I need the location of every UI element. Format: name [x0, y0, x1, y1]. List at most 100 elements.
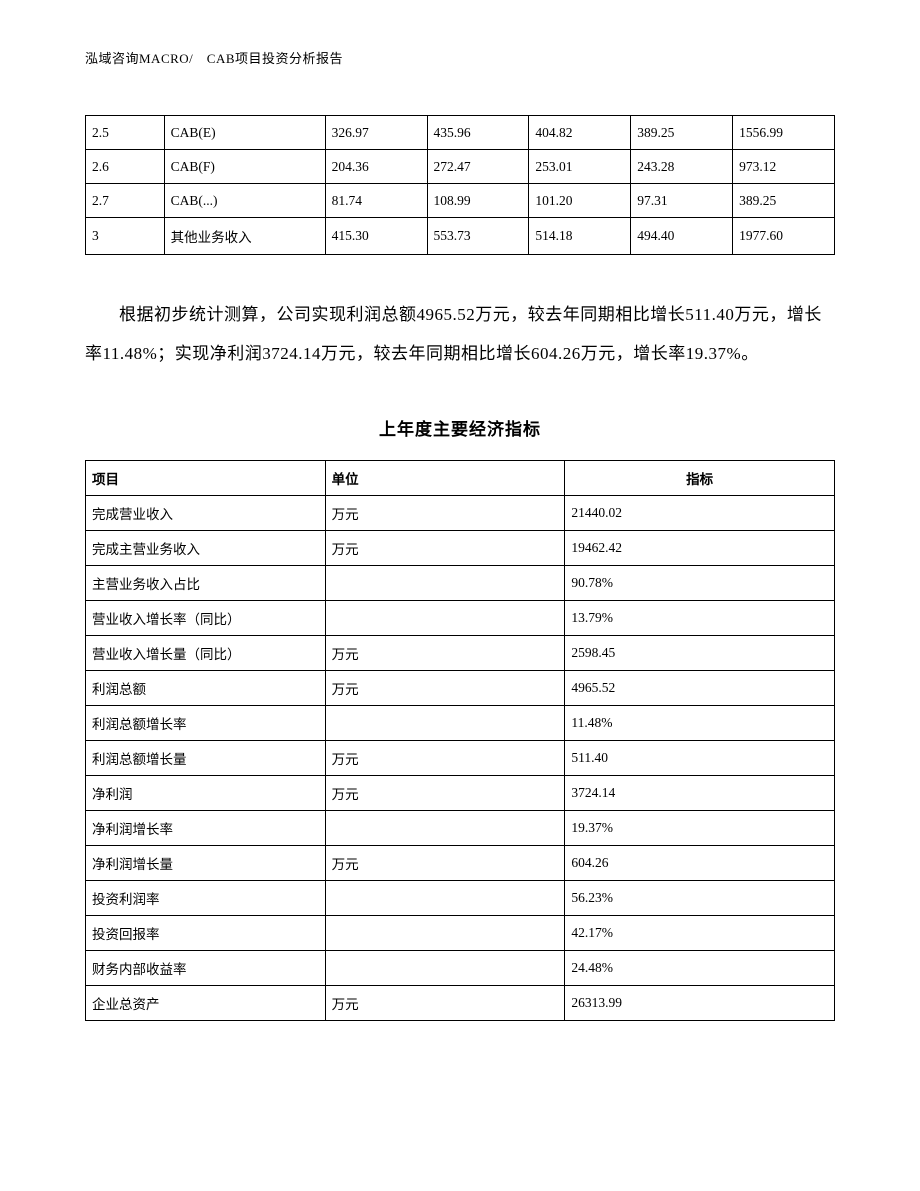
table-cell — [325, 601, 565, 636]
table-cell: 2.5 — [86, 116, 165, 150]
table2-body: 完成营业收入 万元 21440.02 完成主营业务收入 万元 19462.42 … — [86, 496, 835, 1021]
table-row: 利润总额增长量 万元 511.40 — [86, 741, 835, 776]
table-cell: 511.40 — [565, 741, 835, 776]
table-header-cell: 指标 — [565, 461, 835, 496]
table-cell — [325, 811, 565, 846]
table-cell: 财务内部收益率 — [86, 951, 326, 986]
table-cell: 1977.60 — [733, 218, 835, 255]
table-cell: 其他业务收入 — [164, 218, 325, 255]
table-cell: 19.37% — [565, 811, 835, 846]
table-cell: 389.25 — [631, 116, 733, 150]
table-cell: 97.31 — [631, 184, 733, 218]
table-cell: 435.96 — [427, 116, 529, 150]
economic-indicator-table: 项目 单位 指标 完成营业收入 万元 21440.02 完成主营业务收入 万元 … — [85, 460, 835, 1021]
table-cell: 3 — [86, 218, 165, 255]
table-cell: 净利润增长率 — [86, 811, 326, 846]
table-cell: 108.99 — [427, 184, 529, 218]
page-header: 泓域咨询MACRO/ CAB项目投资分析报告 — [85, 48, 835, 67]
table-cell: 101.20 — [529, 184, 631, 218]
table-row: 企业总资产 万元 26313.99 — [86, 986, 835, 1021]
table-cell: 利润总额 — [86, 671, 326, 706]
table-cell: 553.73 — [427, 218, 529, 255]
table-row: 投资回报率 42.17% — [86, 916, 835, 951]
table-row: 净利润增长率 19.37% — [86, 811, 835, 846]
table-cell — [325, 916, 565, 951]
document-page: 泓域咨询MACRO/ CAB项目投资分析报告 2.5 CAB(E) 326.97… — [0, 0, 920, 1061]
table-header-cell: 单位 — [325, 461, 565, 496]
table-cell: 494.40 — [631, 218, 733, 255]
table-cell: 415.30 — [325, 218, 427, 255]
table-cell — [325, 881, 565, 916]
table-cell: 万元 — [325, 741, 565, 776]
table-cell — [325, 706, 565, 741]
table-row: 2.6 CAB(F) 204.36 272.47 253.01 243.28 9… — [86, 150, 835, 184]
table-cell: 万元 — [325, 671, 565, 706]
table-cell: 253.01 — [529, 150, 631, 184]
table-cell: 404.82 — [529, 116, 631, 150]
table-cell: 514.18 — [529, 218, 631, 255]
table-row: 营业收入增长量（同比） 万元 2598.45 — [86, 636, 835, 671]
table-cell: 万元 — [325, 636, 565, 671]
table-cell: 13.79% — [565, 601, 835, 636]
table-cell: 1556.99 — [733, 116, 835, 150]
table2-header: 项目 单位 指标 — [86, 461, 835, 496]
table-cell: 万元 — [325, 531, 565, 566]
table-row: 完成主营业务收入 万元 19462.42 — [86, 531, 835, 566]
table-cell — [325, 566, 565, 601]
table-cell: 3724.14 — [565, 776, 835, 811]
table-cell: 389.25 — [733, 184, 835, 218]
table-row: 2.5 CAB(E) 326.97 435.96 404.82 389.25 1… — [86, 116, 835, 150]
table-row: 主营业务收入占比 90.78% — [86, 566, 835, 601]
revenue-detail-table: 2.5 CAB(E) 326.97 435.96 404.82 389.25 1… — [85, 115, 835, 255]
table-row: 2.7 CAB(...) 81.74 108.99 101.20 97.31 3… — [86, 184, 835, 218]
table-row: 投资利润率 56.23% — [86, 881, 835, 916]
table-cell: 4965.52 — [565, 671, 835, 706]
table-cell: 56.23% — [565, 881, 835, 916]
table-cell: 投资利润率 — [86, 881, 326, 916]
table-cell: 21440.02 — [565, 496, 835, 531]
table-cell: 主营业务收入占比 — [86, 566, 326, 601]
table-cell: 19462.42 — [565, 531, 835, 566]
table-cell: 万元 — [325, 986, 565, 1021]
table-row: 营业收入增长率（同比） 13.79% — [86, 601, 835, 636]
table-cell: CAB(F) — [164, 150, 325, 184]
table-cell: 326.97 — [325, 116, 427, 150]
table-cell: 万元 — [325, 776, 565, 811]
table-cell: 利润总额增长量 — [86, 741, 326, 776]
table-cell: 净利润增长量 — [86, 846, 326, 881]
table-row: 财务内部收益率 24.48% — [86, 951, 835, 986]
table-cell: 81.74 — [325, 184, 427, 218]
table-cell: 2598.45 — [565, 636, 835, 671]
table-cell: 2.6 — [86, 150, 165, 184]
table-row: 净利润增长量 万元 604.26 — [86, 846, 835, 881]
table-row: 利润总额 万元 4965.52 — [86, 671, 835, 706]
table-cell: 万元 — [325, 846, 565, 881]
table-cell: 净利润 — [86, 776, 326, 811]
table-cell: 90.78% — [565, 566, 835, 601]
table-cell: 24.48% — [565, 951, 835, 986]
table-row: 净利润 万元 3724.14 — [86, 776, 835, 811]
table-header-row: 项目 单位 指标 — [86, 461, 835, 496]
summary-paragraph: 根据初步统计测算，公司实现利润总额4965.52万元，较去年同期相比增长511.… — [85, 295, 835, 373]
table-cell: 利润总额增长率 — [86, 706, 326, 741]
table1-body: 2.5 CAB(E) 326.97 435.96 404.82 389.25 1… — [86, 116, 835, 255]
table-cell: 企业总资产 — [86, 986, 326, 1021]
table-cell: 2.7 — [86, 184, 165, 218]
table-row: 完成营业收入 万元 21440.02 — [86, 496, 835, 531]
table-cell — [325, 951, 565, 986]
table-cell: 完成营业收入 — [86, 496, 326, 531]
table-cell: 243.28 — [631, 150, 733, 184]
table-cell: 投资回报率 — [86, 916, 326, 951]
table-cell: CAB(...) — [164, 184, 325, 218]
section-title: 上年度主要经济指标 — [85, 415, 835, 440]
table-row: 3 其他业务收入 415.30 553.73 514.18 494.40 197… — [86, 218, 835, 255]
table-cell: CAB(E) — [164, 116, 325, 150]
table-header-cell: 项目 — [86, 461, 326, 496]
table-cell: 营业收入增长量（同比） — [86, 636, 326, 671]
table-cell: 272.47 — [427, 150, 529, 184]
table-cell: 42.17% — [565, 916, 835, 951]
table-cell: 204.36 — [325, 150, 427, 184]
table-cell: 973.12 — [733, 150, 835, 184]
table-row: 利润总额增长率 11.48% — [86, 706, 835, 741]
table-cell: 11.48% — [565, 706, 835, 741]
